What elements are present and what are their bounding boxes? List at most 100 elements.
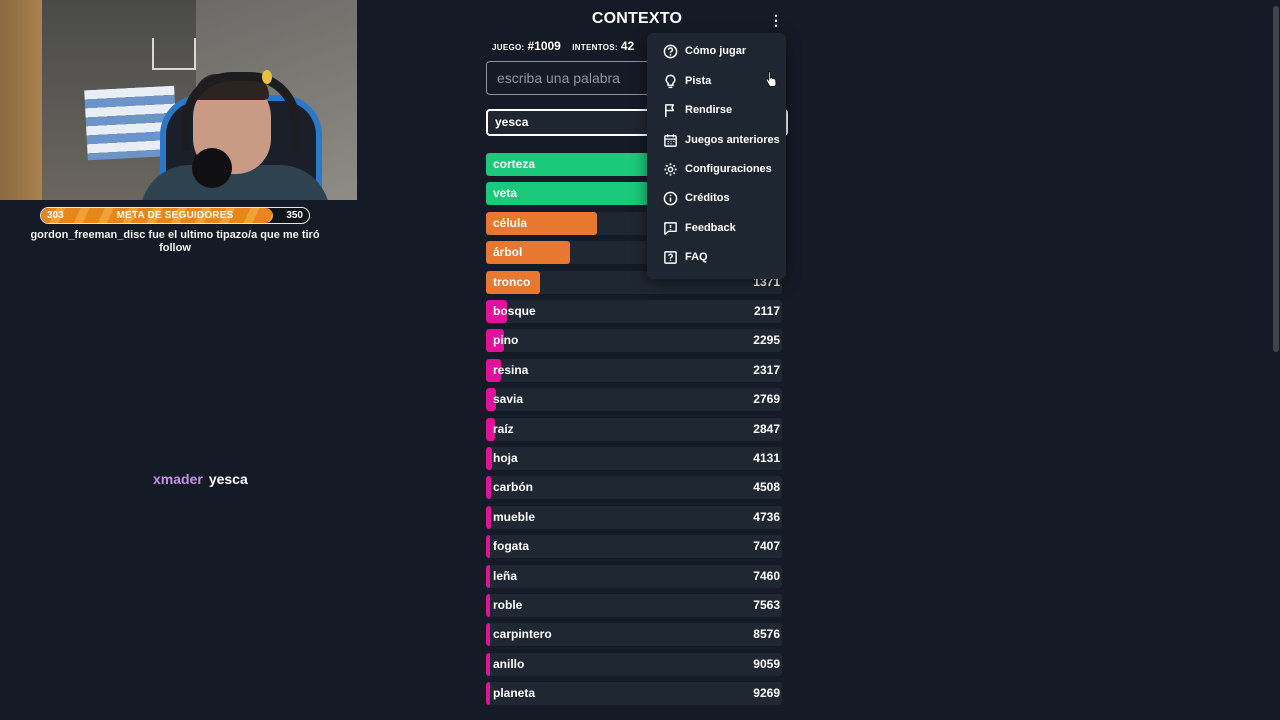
follower-goal-current: 303 bbox=[47, 210, 64, 221]
guess-word: hoja bbox=[493, 451, 518, 465]
guess-word: resina bbox=[493, 363, 529, 377]
follower-goal-target: 350 bbox=[286, 210, 303, 221]
guess-word: raíz bbox=[493, 422, 514, 436]
menu-item-label: Rendirse bbox=[685, 104, 733, 116]
guess-word: anillo bbox=[493, 657, 525, 671]
guess-proximity-bar bbox=[486, 329, 504, 352]
last-guess-word: yesca bbox=[495, 115, 529, 129]
guess-word: roble bbox=[493, 598, 523, 612]
menu-item-label: Feedback bbox=[685, 222, 736, 234]
menu-item-how-to-play[interactable]: Cómo jugar bbox=[647, 37, 786, 66]
menu-item-label: Configuraciones bbox=[685, 163, 772, 175]
webcam-duck-figure bbox=[262, 70, 272, 84]
game-number-label: JUEGO: bbox=[492, 43, 525, 52]
webcam-door bbox=[0, 0, 42, 200]
guess-row: resina 2317 bbox=[486, 359, 782, 382]
guess-rank: 7460 bbox=[753, 569, 780, 583]
guess-proximity-bar bbox=[486, 653, 490, 676]
guess-word: tronco bbox=[493, 275, 531, 289]
kebab-icon[interactable]: ⋮ bbox=[769, 12, 783, 28]
feedback-icon bbox=[664, 222, 677, 235]
game-title: CONTEXTO bbox=[591, 10, 683, 27]
info-icon bbox=[663, 191, 678, 206]
last-guess-inner: yesca bbox=[488, 111, 784, 134]
guess-row: pino 2295 bbox=[486, 329, 782, 352]
guess-proximity-bar bbox=[486, 300, 507, 323]
guess-word: leña bbox=[493, 569, 518, 583]
guess-row: fogata 7407 bbox=[486, 535, 782, 558]
guess-proximity-bar bbox=[486, 359, 501, 382]
guess-word: carpintero bbox=[493, 627, 552, 641]
lightbulb-icon bbox=[665, 74, 676, 89]
guess-rank: 9269 bbox=[753, 686, 780, 700]
gear-icon bbox=[664, 163, 677, 176]
mouse-cursor-icon bbox=[765, 71, 777, 87]
guess-row: roble 7563 bbox=[486, 594, 782, 617]
guess-rank: 8576 bbox=[753, 627, 780, 641]
guess-word: fogata bbox=[493, 539, 529, 553]
guess-rank: 7407 bbox=[753, 539, 780, 553]
guess-proximity-bar bbox=[486, 476, 491, 499]
guess-rank: 2769 bbox=[753, 392, 780, 406]
guess-word: savia bbox=[493, 392, 524, 406]
guess-proximity-bar bbox=[486, 594, 490, 617]
guess-row: carbón 4508 bbox=[486, 476, 782, 499]
guess-word: corteza bbox=[493, 157, 536, 171]
menu-item-hint[interactable]: Pista bbox=[647, 67, 786, 96]
calendar-icon bbox=[664, 134, 677, 147]
guess-row: hoja 4131 bbox=[486, 447, 782, 470]
guess-row: savia 2769 bbox=[486, 388, 782, 411]
guess-row: planeta 9269 bbox=[486, 682, 782, 705]
scrollbar-thumb[interactable] bbox=[1273, 6, 1279, 352]
game-number: #1009 bbox=[527, 39, 561, 53]
menu-item-faq[interactable]: FAQ bbox=[647, 243, 786, 272]
guess-row: mueble 4736 bbox=[486, 506, 782, 529]
chat-text: yesca bbox=[208, 471, 248, 487]
guess-row: carpintero 8576 bbox=[486, 623, 782, 646]
options-menu: Cómo jugar Pista Rendirse Juegos anterio… bbox=[647, 33, 786, 279]
game-stats: JUEGO: #1009 INTENTOS: 42 bbox=[492, 39, 642, 53]
guess-rank: 9059 bbox=[753, 657, 780, 671]
menu-item-settings[interactable]: Configuraciones bbox=[647, 155, 786, 184]
guess-row: bosque 2117 bbox=[486, 300, 782, 323]
help-circle-icon bbox=[663, 44, 678, 59]
attempts-label: INTENTOS: bbox=[572, 43, 618, 52]
guess-proximity-bar bbox=[486, 623, 490, 646]
guess-proximity-bar bbox=[486, 565, 490, 588]
menu-item-label: Pista bbox=[685, 75, 712, 87]
scrollbar[interactable] bbox=[1272, 0, 1280, 720]
webcam-microphone bbox=[192, 148, 232, 188]
menu-item-label: Créditos bbox=[685, 192, 730, 204]
webcam-feed bbox=[0, 0, 357, 200]
menu-item-credits[interactable]: Créditos bbox=[647, 184, 786, 213]
webcam-headset bbox=[182, 72, 300, 151]
menu-item-feedback[interactable]: Feedback bbox=[647, 214, 786, 243]
guess-rank: 4736 bbox=[753, 510, 780, 524]
menu-item-previous-games[interactable]: Juegos anteriores bbox=[647, 126, 786, 155]
guess-rank: 4508 bbox=[753, 480, 780, 494]
guess-rank: 4131 bbox=[753, 451, 780, 465]
guess-word: veta bbox=[493, 186, 518, 200]
last-follower-text: gordon_freeman_disc fue el ultimo tipazo… bbox=[30, 229, 320, 254]
guess-word: planeta bbox=[493, 686, 536, 700]
guess-row: raíz 2847 bbox=[486, 418, 782, 441]
guess-rank: 2117 bbox=[753, 304, 780, 318]
follower-goal-fill bbox=[41, 208, 273, 223]
guess-rank: 2317 bbox=[753, 363, 780, 377]
webcam-shelf bbox=[152, 38, 196, 70]
guess-rank: 7563 bbox=[753, 598, 780, 612]
guess-proximity-bar bbox=[486, 535, 490, 558]
menu-item-label: FAQ bbox=[685, 251, 708, 263]
guess-row: leña 7460 bbox=[486, 565, 782, 588]
attempts-count: 42 bbox=[620, 39, 635, 53]
guess-proximity-bar bbox=[486, 212, 597, 235]
menu-item-give-up[interactable]: Rendirse bbox=[647, 96, 786, 125]
menu-item-label: Cómo jugar bbox=[685, 45, 747, 57]
guess-word: célula bbox=[493, 216, 528, 230]
chat-username: xmader bbox=[153, 471, 203, 487]
guess-proximity-bar bbox=[486, 447, 492, 470]
guess-rank: 2847 bbox=[753, 422, 780, 436]
menu-item-label: Juegos anteriores bbox=[685, 134, 780, 146]
guess-word: carbón bbox=[493, 480, 534, 494]
guess-word: mueble bbox=[493, 510, 536, 524]
